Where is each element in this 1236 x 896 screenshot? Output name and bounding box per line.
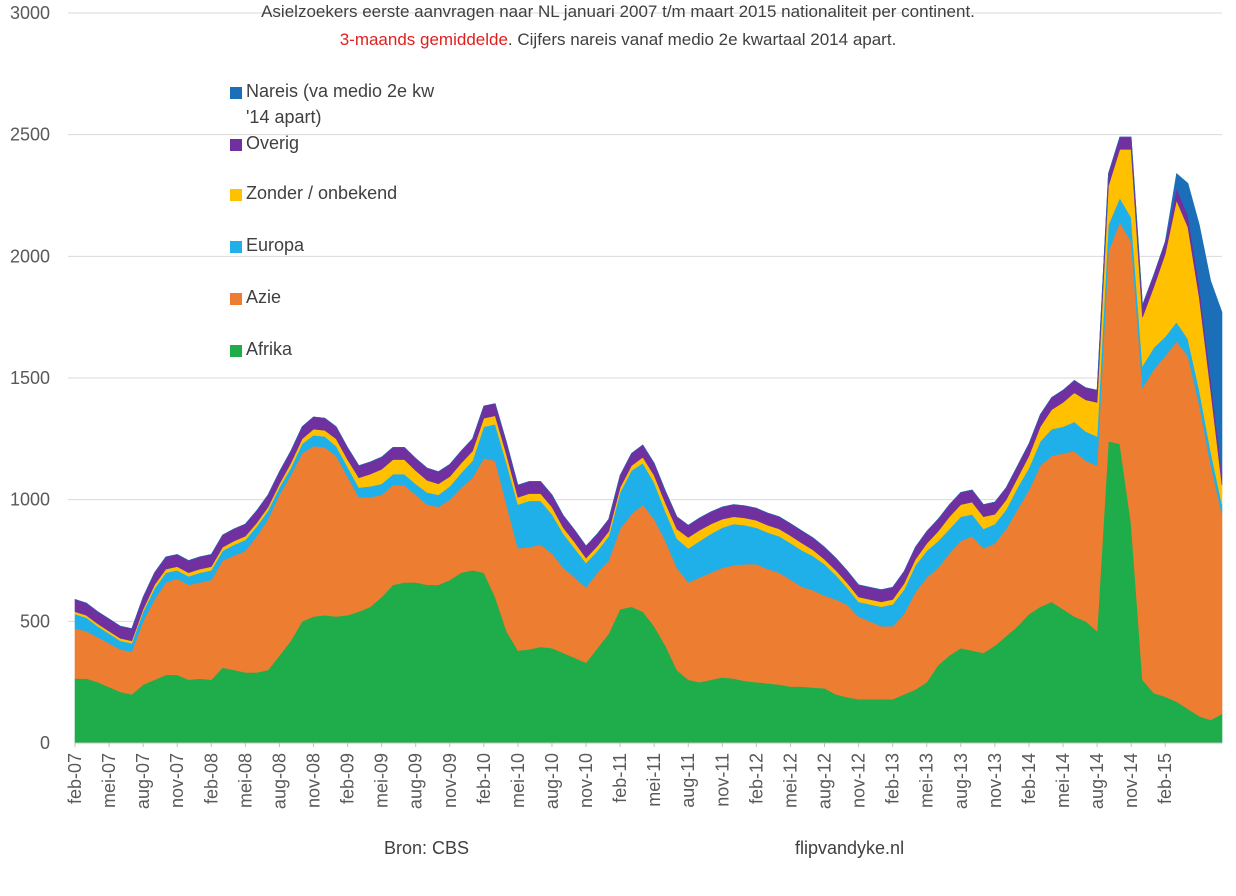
legend-swatch-nareis <box>230 87 242 99</box>
x-tick-label: nov-11 <box>712 753 732 807</box>
source-note: Bron: CBS <box>384 838 470 858</box>
y-tick-label: 1000 <box>10 490 50 510</box>
y-axis-ticks: 0 500 1000 1500 2000 2500 3000 <box>10 3 50 753</box>
x-tick-label: feb-07 <box>65 753 85 804</box>
legend-label-afrika: Afrika <box>246 339 293 359</box>
legend-swatch-zonder <box>230 189 242 201</box>
legend-label-azie: Azie <box>246 287 282 307</box>
legend-swatch-europa <box>230 241 242 253</box>
x-tick-label: feb-09 <box>338 753 358 804</box>
x-tick-label: mei-12 <box>780 753 800 808</box>
x-tick-label: aug-12 <box>815 753 835 809</box>
y-tick-label: 2500 <box>10 125 50 145</box>
legend-swatch-overig <box>230 139 242 151</box>
x-tick-label: nov-10 <box>576 753 596 808</box>
x-tick-label: aug-10 <box>542 753 562 809</box>
x-tick-label: mei-13 <box>917 753 937 808</box>
x-tick-label: aug-08 <box>269 753 289 809</box>
subtitle-rest: . Cijfers nareis vanaf medio 2e kwartaal… <box>507 30 897 49</box>
legend-item-afrika: Afrika <box>230 339 466 362</box>
x-tick-label: feb-08 <box>201 753 221 804</box>
subtitle-highlight: 3-maands gemiddelde <box>339 30 508 49</box>
x-tick-label: feb-14 <box>1019 753 1039 804</box>
legend-label-nareis: Nareis (va medio 2e kw '14 apart) <box>246 81 435 127</box>
legend-item-europa: Europa <box>230 235 466 258</box>
legend-label-europa: Europa <box>246 235 305 255</box>
legend-item-azie: Azie <box>230 287 466 310</box>
x-axis-ticks: feb-07 mei-07 aug-07 nov-07 feb-08 mei-08 aug-… <box>65 742 1222 809</box>
x-tick-label: mei-09 <box>372 753 392 808</box>
area-series-nareis <box>74 136 1223 629</box>
x-tick-label: feb-12 <box>746 753 766 804</box>
y-tick-label: 1500 <box>10 368 50 388</box>
legend-item-zonder: Zonder / onbekend <box>230 183 466 206</box>
x-tick-label: feb-11 <box>610 753 630 803</box>
x-tick-label: nov-12 <box>849 753 869 808</box>
x-tick-label: feb-10 <box>474 753 494 804</box>
y-tick-label: 500 <box>20 611 50 631</box>
x-tick-label: aug-11 <box>678 753 698 808</box>
y-tick-label: 0 <box>40 733 50 753</box>
chart-title: Asielzoekers eerste aanvragen naar NL ja… <box>261 2 975 21</box>
legend-label-zonder: Zonder / onbekend <box>246 183 398 203</box>
x-tick-label: nov-14 <box>1121 753 1141 808</box>
legend-item-nareis: Nareis (va medio 2e kw '14 apart) <box>230 81 446 130</box>
x-tick-label: nov-13 <box>985 753 1005 808</box>
stacked-areas <box>74 136 1223 744</box>
x-tick-label: mei-11 <box>644 753 664 807</box>
legend-swatch-azie <box>230 293 242 305</box>
x-tick-label: nov-09 <box>440 753 460 808</box>
x-tick-label: aug-07 <box>133 753 153 809</box>
x-tick-label: mei-14 <box>1053 753 1073 808</box>
legend-swatch-afrika <box>230 345 242 357</box>
x-tick-label: nov-08 <box>303 753 323 808</box>
x-tick-label: aug-14 <box>1087 753 1107 809</box>
y-tick-label: 3000 <box>10 3 50 23</box>
x-tick-label: aug-13 <box>951 753 971 809</box>
x-tick-label: mei-10 <box>508 753 528 808</box>
x-tick-label: nov-07 <box>167 753 187 808</box>
x-tick-label: feb-13 <box>883 753 903 804</box>
x-tick-label: mei-07 <box>99 753 119 808</box>
y-tick-label: 2000 <box>10 246 50 266</box>
legend-item-overig: Overig <box>230 133 466 156</box>
x-tick-label: feb-15 <box>1155 753 1175 804</box>
site-credit: flipvandyke.nl <box>795 838 905 858</box>
x-tick-label: mei-08 <box>235 753 255 808</box>
x-tick-label: aug-09 <box>406 753 426 809</box>
chart-subtitle: 3-maands gemiddelde. Cijfers nareis vana… <box>0 30 1236 50</box>
legend-label-overig: Overig <box>246 133 300 153</box>
